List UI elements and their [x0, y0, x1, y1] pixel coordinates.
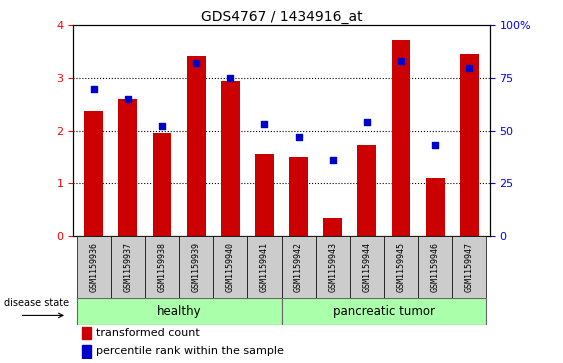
- Text: GSM1159946: GSM1159946: [431, 242, 440, 292]
- Bar: [289, 157, 308, 236]
- Bar: [460, 54, 479, 236]
- Text: GSM1159942: GSM1159942: [294, 242, 303, 292]
- Bar: [282, 236, 316, 298]
- Bar: [84, 111, 103, 236]
- Text: transformed count: transformed count: [96, 328, 200, 338]
- Bar: [77, 236, 111, 298]
- Text: healthy: healthy: [157, 305, 202, 318]
- Text: GSM1159941: GSM1159941: [260, 242, 269, 292]
- Point: [191, 60, 200, 66]
- Text: GSM1159943: GSM1159943: [328, 242, 337, 292]
- Bar: [187, 56, 205, 236]
- Bar: [358, 145, 376, 236]
- Text: percentile rank within the sample: percentile rank within the sample: [96, 346, 284, 356]
- Text: disease state: disease state: [4, 298, 69, 308]
- Bar: [145, 236, 179, 298]
- Point: [431, 143, 440, 148]
- Bar: [426, 178, 445, 236]
- Bar: [350, 236, 384, 298]
- Point: [328, 157, 337, 163]
- Bar: [77, 298, 282, 325]
- Title: GDS4767 / 1434916_at: GDS4767 / 1434916_at: [200, 11, 363, 24]
- Point: [123, 96, 132, 102]
- Text: GSM1159940: GSM1159940: [226, 242, 235, 292]
- Bar: [118, 99, 137, 236]
- Bar: [247, 236, 282, 298]
- Point: [294, 134, 303, 140]
- Text: GSM1159936: GSM1159936: [89, 242, 98, 292]
- Point: [396, 58, 405, 64]
- Bar: [111, 236, 145, 298]
- Bar: [418, 236, 452, 298]
- Bar: [82, 327, 91, 339]
- Bar: [452, 236, 486, 298]
- Bar: [213, 236, 247, 298]
- Point: [158, 123, 167, 129]
- Text: GSM1159937: GSM1159937: [123, 242, 132, 292]
- Bar: [221, 81, 240, 236]
- Bar: [82, 345, 91, 358]
- Bar: [153, 133, 171, 236]
- Bar: [392, 40, 410, 236]
- Text: GSM1159944: GSM1159944: [363, 242, 372, 292]
- Text: GSM1159945: GSM1159945: [396, 242, 405, 292]
- Bar: [255, 154, 274, 236]
- Text: GSM1159947: GSM1159947: [465, 242, 474, 292]
- Bar: [384, 236, 418, 298]
- Point: [260, 122, 269, 127]
- Bar: [282, 298, 486, 325]
- Point: [363, 119, 372, 125]
- Bar: [179, 236, 213, 298]
- Bar: [323, 217, 342, 236]
- Point: [465, 65, 474, 70]
- Bar: [316, 236, 350, 298]
- Text: GSM1159938: GSM1159938: [158, 242, 167, 292]
- Point: [89, 86, 98, 91]
- Text: GSM1159939: GSM1159939: [191, 242, 200, 292]
- Text: pancreatic tumor: pancreatic tumor: [333, 305, 435, 318]
- Point: [226, 75, 235, 81]
